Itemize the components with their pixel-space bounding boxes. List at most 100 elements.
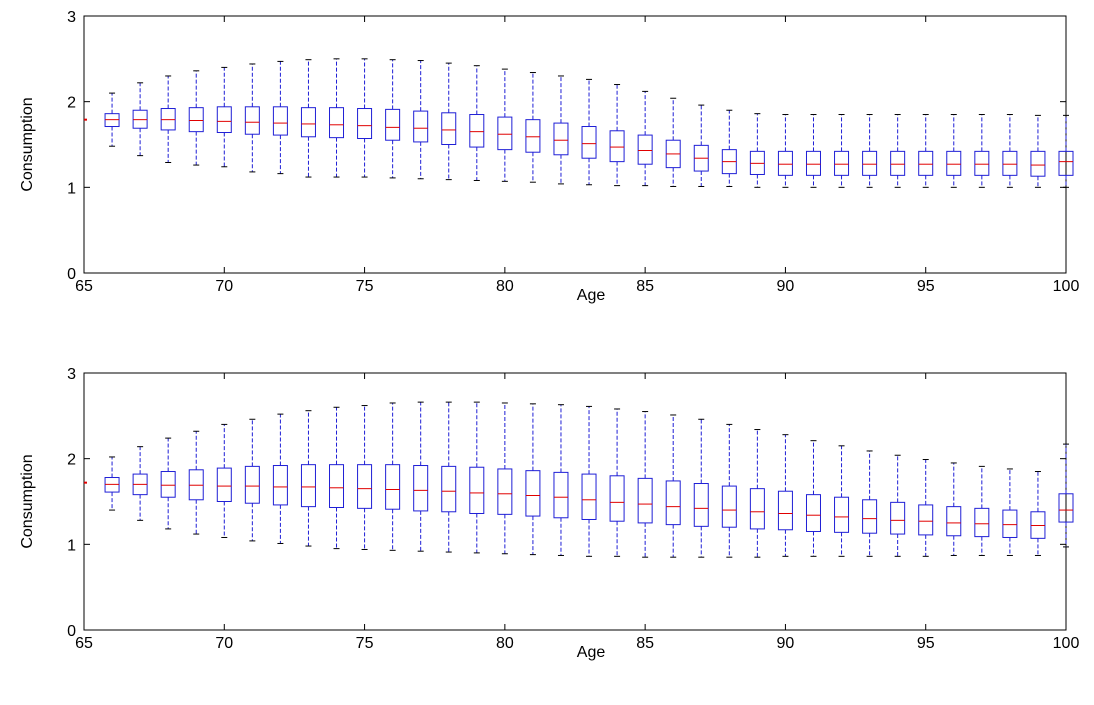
box-age-100 [1058,114,1074,188]
box-age-88 [721,109,737,187]
iqr-box [665,480,681,526]
box-age-94 [890,114,906,188]
box-age-84 [609,84,625,187]
box-age-67 [132,82,148,157]
box-age-89 [749,113,765,188]
iqr-box [834,496,850,533]
box-age-90 [777,114,793,188]
box-age-70 [216,66,232,168]
iqr-box [553,122,569,156]
iqr-box [777,490,793,531]
y-tick-label: 2 [67,95,76,112]
box-age-71 [244,63,260,173]
x-tick-label: 70 [215,635,233,652]
x-tick-label: 75 [356,278,374,295]
bottom-y-axis-label: Consumption [19,454,36,548]
iqr-box [637,477,653,524]
iqr-box [1002,150,1018,176]
x-tick-label: 90 [777,278,795,295]
top-x-axis-label: Age [577,287,606,304]
top-boxes [84,58,1074,188]
box-age-72 [272,413,288,544]
box-age-76 [385,59,401,179]
box-age-95 [918,459,934,557]
box-age-66 [104,92,120,147]
box-age-78 [441,62,457,181]
iqr-box [441,465,457,513]
iqr-box [441,112,457,146]
box-age-99 [1030,471,1046,556]
top-y-axis-label: Consumption [19,97,36,191]
box-age-79 [469,65,485,181]
y-tick-label: 1 [67,537,76,554]
iqr-box [890,150,906,176]
box-age-68 [160,437,176,530]
box-age-96 [946,114,962,188]
box-age-73 [300,410,316,547]
iqr-box [805,494,821,532]
top-x-ticks: 65 70 75 80 85 90 95 100 [75,16,1079,295]
iqr-box [918,150,934,176]
iqr-box [329,464,345,508]
box-age-72 [272,60,288,175]
iqr-box [413,110,429,143]
iqr-box [1002,509,1018,538]
box-age-98 [1002,468,1018,556]
iqr-box [693,483,709,527]
iqr-box [244,465,260,504]
box-age-91 [805,114,821,188]
box-age-87 [693,104,709,187]
box-age-85 [637,90,653,187]
box-age-76 [385,402,401,551]
iqr-box [216,467,232,502]
x-tick-label: 100 [1053,278,1080,295]
box-age-92 [834,114,850,188]
box-age-83 [581,78,597,186]
box-age-73 [300,59,316,178]
y-tick-label: 0 [67,623,76,640]
box-age-98 [1002,114,1018,188]
box-age-82 [553,75,569,185]
iqr-box [974,150,990,176]
bottom-boxplot-panel: 65 70 75 80 85 90 95 100 0 1 2 3 Age Consumption [19,366,1079,661]
iqr-box [497,468,513,515]
iqr-box [160,471,176,498]
iqr-box [469,114,485,148]
box-age-89 [749,429,765,558]
iqr-box [272,106,288,136]
iqr-box [1058,150,1074,176]
iqr-box [244,106,260,135]
iqr-box [862,499,878,534]
iqr-box [300,464,316,508]
iqr-box [609,130,625,163]
iqr-box [890,501,906,535]
iqr-box [385,108,401,141]
box-age-95 [918,114,934,188]
iqr-box [637,134,653,165]
box-age-75 [357,405,373,550]
iqr-box [272,465,288,506]
box-age-85 [637,411,653,558]
box-age-66 [104,456,120,511]
x-tick-label: 80 [496,278,514,295]
top-y-ticks: 0 1 2 3 [67,9,1066,283]
y-tick-label: 3 [67,366,76,383]
x-tick-label: 75 [356,635,374,652]
box-age-81 [525,72,541,183]
y-tick-label: 0 [67,266,76,283]
x-tick-label: 100 [1053,635,1080,652]
iqr-box [188,107,204,133]
x-tick-label: 95 [917,278,935,295]
box-age-88 [721,423,737,558]
top-boxplot-panel: 65 70 75 80 85 90 95 100 0 1 2 3 Age Consumption [19,9,1079,304]
x-tick-label: 95 [917,635,935,652]
x-tick-label: 85 [636,278,654,295]
bottom-x-axis-label: Age [577,644,606,661]
box-age-91 [805,440,821,557]
box-age-86 [665,414,681,558]
x-tick-label: 70 [215,278,233,295]
iqr-box [946,506,962,537]
iqr-box [413,465,429,512]
iqr-box [777,150,793,176]
iqr-box [974,507,990,538]
